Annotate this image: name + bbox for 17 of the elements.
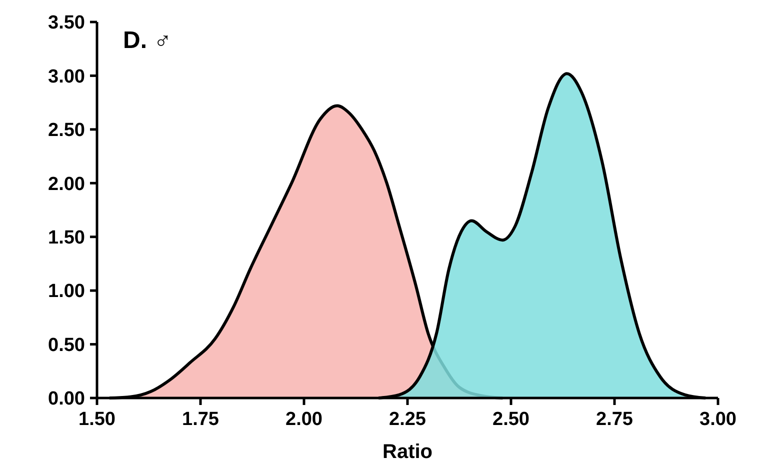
- y-tick-label: 1.50: [48, 228, 85, 249]
- chart-title: D. ♂: [123, 27, 172, 54]
- x-axis-title: Ratio: [382, 441, 432, 463]
- y-tick-label: 2.50: [48, 120, 85, 142]
- y-tick-label: 2.00: [48, 174, 85, 195]
- x-tick-label: 2.75: [596, 409, 634, 430]
- x-tick-label: 1.50: [78, 409, 116, 430]
- y-tick-label: 1.00: [48, 281, 85, 302]
- y-tick-label: 3.00: [48, 66, 85, 88]
- y-tick-label: 0.00: [48, 388, 85, 410]
- x-tick-label: 2.50: [492, 409, 530, 430]
- x-tick-label: 2.25: [389, 409, 426, 430]
- y-tick-label: 3.50: [48, 12, 85, 34]
- x-tick-label: 1.75: [182, 409, 220, 430]
- y-tick-label: 0.50: [48, 334, 85, 356]
- x-tick-label: 2.00: [286, 409, 322, 430]
- x-tick-label: 3.00: [700, 409, 736, 430]
